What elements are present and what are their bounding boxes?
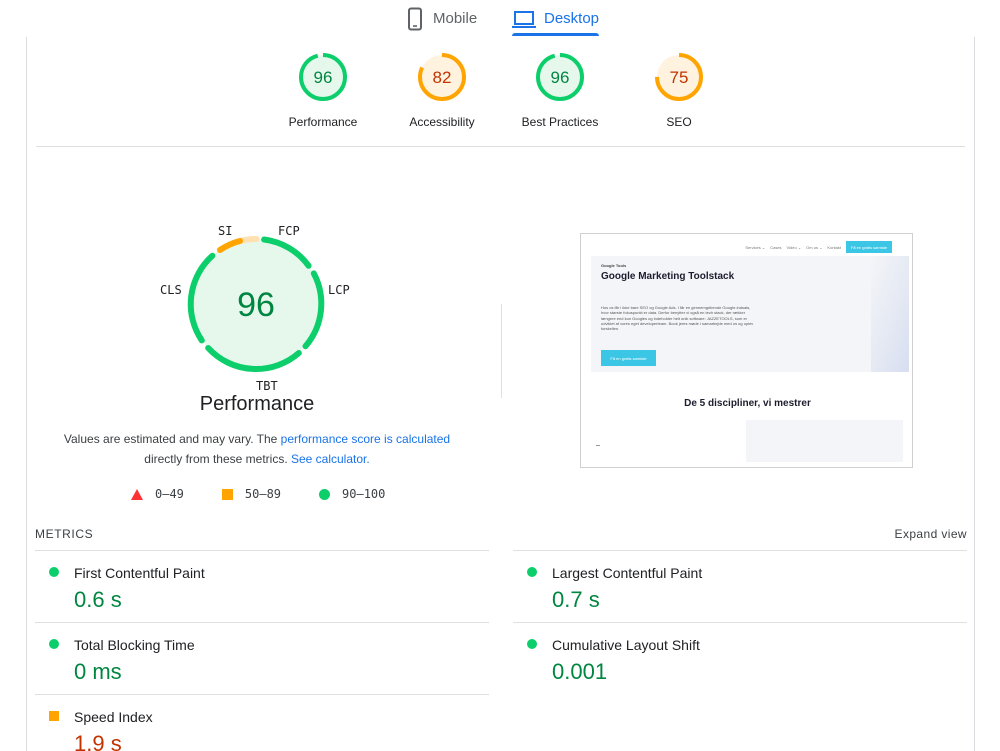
metric-value: 0 ms [74, 659, 122, 684]
report-card: 96 Performance 82 Accessibility 96 Best … [26, 37, 975, 751]
note-middle: directly from these metrics. [144, 452, 291, 466]
metrics-title: METRICS [35, 527, 94, 541]
score-calculation-link[interactable]: performance score is calculated [280, 432, 451, 446]
performance-title: Performance [199, 393, 315, 415]
device-tabs: Mobile Desktop [0, 0, 1000, 37]
metric-value: 0.7 s [552, 587, 600, 612]
metric-fcp: First Contentful Paint 0.6 s [35, 550, 489, 622]
screenshot-hero: Google Tools Google Marketing Toolstack … [591, 256, 909, 372]
legend-fail-label: 0–49 [155, 487, 184, 501]
metrics-header: METRICS Expand view [35, 525, 967, 553]
tab-desktop[interactable]: Desktop [512, 0, 600, 37]
score-best-practices: 96 [551, 68, 570, 87]
gauge-accessibility[interactable]: 82 Accessibility [382, 51, 502, 129]
pass-dot-icon [49, 639, 59, 649]
pass-dot-icon [527, 639, 537, 649]
screenshot-eyebrow: Google Tools [601, 263, 627, 268]
screenshot-nav-item: Cases [770, 244, 782, 250]
label-seo: SEO [666, 115, 692, 129]
metric-name: Total Blocking Time [74, 637, 195, 653]
metric-value: 0.6 s [74, 587, 122, 612]
category-gauges: 96 Performance 82 Accessibility 96 Best … [27, 37, 974, 147]
gauge-best-practices[interactable]: 96 Best Practices [500, 51, 620, 129]
page-screenshot[interactable]: Services ⌄ Cases Video ⌄ Om os ⌄ Kontakt… [580, 233, 913, 468]
screenshot-nav-item: Services ⌄ [745, 244, 766, 250]
average-square-icon [49, 711, 59, 721]
metric-name: Cumulative Layout Shift [552, 637, 700, 653]
gauge-seo[interactable]: 75 SEO [619, 51, 739, 129]
gauges-divider [36, 146, 965, 147]
screenshot-nav: Services ⌄ Cases Video ⌄ Om os ⌄ Kontakt… [745, 241, 892, 253]
score-legend: 0–49 50–89 90–100 [131, 487, 423, 501]
pass-dot-icon [49, 567, 59, 577]
performance-gauge: 96 [187, 235, 325, 373]
tag-fcp: FCP [278, 224, 300, 238]
metric-cls: Cumulative Layout Shift 0.001 [513, 622, 967, 694]
score-performance: 96 [314, 68, 333, 87]
laptop-icon [512, 10, 536, 28]
vertical-separator [501, 304, 502, 398]
legend-pass: 90–100 [319, 487, 385, 501]
score-gauge-best-practices: 96 [536, 53, 584, 101]
screenshot-section-heading: De 5 discipliner, vi mestrer [684, 398, 811, 409]
score-note: Values are estimated and may vary. The p… [57, 429, 457, 469]
note-prefix: Values are estimated and may vary. The [63, 432, 281, 446]
gauge-segment-lcp [302, 270, 325, 350]
expand-view-toggle[interactable]: Expand view [894, 527, 967, 541]
tag-si: SI [218, 224, 233, 238]
legend-pass-label: 90–100 [342, 487, 386, 501]
screenshot-hero-graphic [871, 256, 909, 372]
screenshot-nav-item: Video ⌄ [786, 244, 802, 250]
metric-value: 0.001 [552, 659, 608, 684]
metric-name: First Contentful Paint [74, 565, 205, 581]
score-gauge-performance: 96 [299, 53, 347, 101]
label-performance: Performance [288, 115, 358, 129]
triangle-icon [131, 488, 143, 500]
tag-cls: CLS [160, 283, 182, 297]
metric-tbt: Total Blocking Time 0 ms [35, 622, 489, 694]
gauge-segment-tbt [205, 345, 302, 373]
see-calculator-link[interactable]: See calculator. [290, 452, 370, 466]
tag-lcp: LCP [328, 283, 350, 297]
score-gauge-seo: 75 [655, 53, 703, 101]
screenshot-title: Google Marketing Toolstack [601, 271, 735, 282]
metric-name: Largest Contentful Paint [552, 565, 703, 581]
gauge-segment-fcp [261, 236, 312, 269]
phone-icon [408, 7, 422, 30]
screenshot-nav-cta: Få en gratis samtale [846, 241, 892, 253]
legend-average-label: 50–89 [244, 487, 282, 501]
gauge-segment-cls [187, 252, 216, 344]
legend-average: 50–89 [221, 487, 282, 501]
score-seo: 75 [670, 68, 689, 87]
score-accessibility: 82 [433, 68, 452, 87]
square-icon [221, 488, 233, 500]
pass-dot-icon [527, 567, 537, 577]
performance-score: 96 [237, 286, 275, 324]
circle-icon [319, 488, 331, 500]
screenshot-body: Hos os får i ikke bare SEO og Google Ads… [601, 305, 754, 332]
metric-value: 1.9 s [74, 731, 122, 751]
screenshot-nav-item: Om os ⌄ [806, 244, 823, 250]
metric-name: Speed Index [74, 709, 153, 725]
legend-fail: 0–49 [131, 487, 184, 501]
gauge-performance[interactable]: 96 Performance [263, 51, 383, 129]
metric-si: Speed Index 1.9 s [35, 694, 489, 751]
label-best-practices: Best Practices [521, 115, 599, 129]
score-gauge-accessibility: 82 [418, 53, 466, 101]
tab-mobile[interactable]: Mobile [405, 0, 477, 37]
metric-lcp: Largest Contentful Paint 0.7 s [513, 550, 967, 622]
label-accessibility: Accessibility [409, 115, 475, 129]
screenshot-button: Få en gratis samtale [601, 350, 656, 366]
screenshot-marker [596, 445, 600, 446]
tab-desktop-label: Desktop [544, 10, 600, 27]
screenshot-nav-item: Kontakt [827, 244, 841, 250]
tag-tbt: TBT [256, 379, 278, 393]
screenshot-card [746, 420, 903, 462]
gauge-segment-si [217, 238, 243, 253]
tab-mobile-label: Mobile [433, 10, 478, 27]
